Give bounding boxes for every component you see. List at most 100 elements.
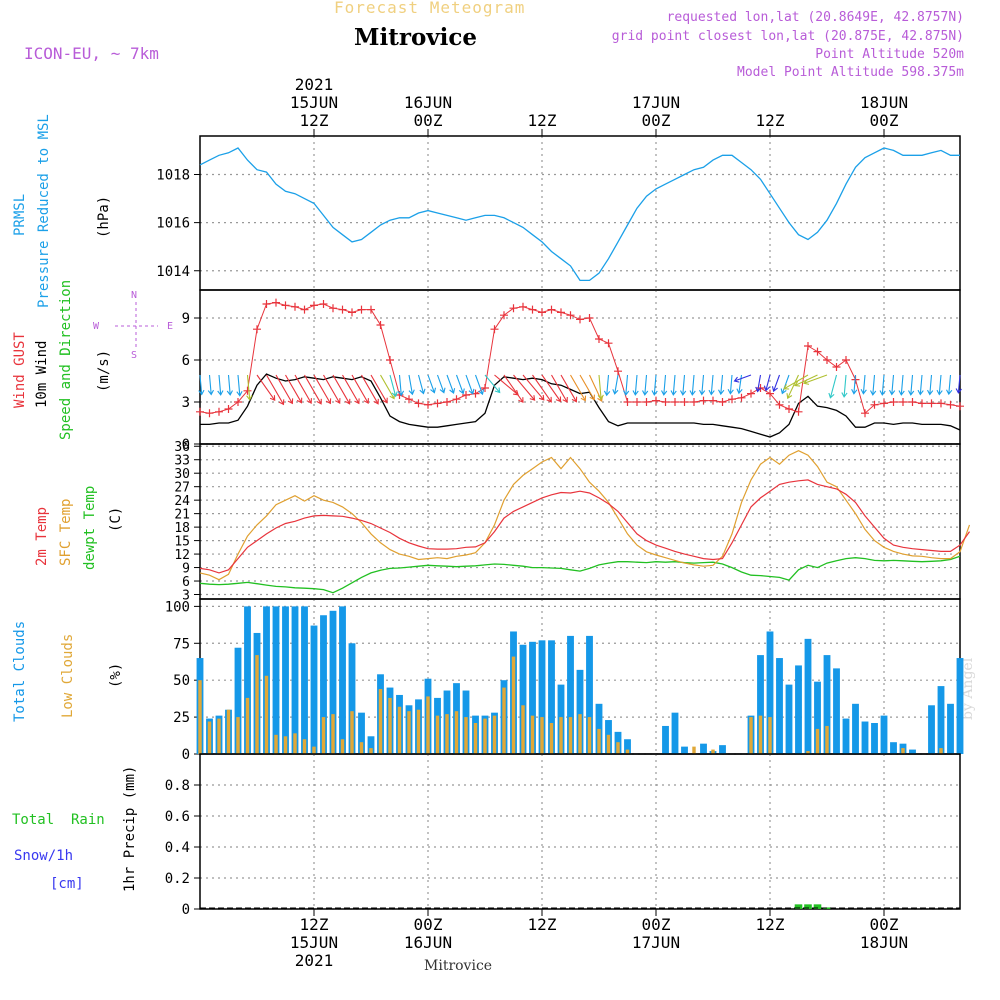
wind-10m-line [200, 373, 961, 438]
low-cloud-bar [350, 711, 354, 754]
y-tick-label: 12 [174, 548, 190, 563]
gust-point [253, 325, 261, 334]
gust-point [367, 305, 375, 314]
total-cloud-bar [823, 655, 831, 754]
wind-10m-label: 10m Wind [34, 341, 50, 408]
top-time-label: 00Z [870, 111, 899, 130]
gust-point [443, 398, 451, 406]
total-cloud-bar [833, 668, 840, 754]
bottom-time-label: 00Z [642, 915, 671, 934]
total-cloud-bar [282, 606, 289, 754]
gust-point [775, 400, 784, 409]
wind-direction-arrow [908, 374, 915, 396]
clouds-unit-label: (%) [108, 663, 124, 688]
wind-direction-arrow [503, 374, 524, 404]
gust-point [519, 302, 527, 311]
rain-bar [813, 904, 822, 909]
low-cloud-bar [511, 656, 516, 754]
wind-direction-arrow [828, 374, 838, 399]
wind-direction-arrow [661, 374, 668, 396]
y-tick-label: 30 [174, 467, 190, 482]
temp-dew-label: dewpt Temp [82, 486, 98, 570]
wind-direction-arrow [708, 374, 715, 396]
gridpoint-lonlat: grid point closest lon,lat (20.875E, 42.… [611, 29, 964, 44]
total-cloud-bar [719, 745, 726, 754]
gust-point [908, 398, 917, 406]
low-cloud-bar [568, 717, 573, 754]
total-cloud-bar [700, 743, 707, 754]
top-time-label: 12Z [756, 111, 785, 130]
gust-point [709, 396, 717, 405]
wind-direction-arrow [397, 374, 405, 397]
y-tick-label: 9 [182, 562, 190, 577]
wind-direction-arrow [551, 374, 568, 403]
rain-bar [794, 904, 803, 909]
gust-point [804, 342, 812, 350]
panel-frame [199, 443, 961, 600]
gust-point [234, 398, 242, 406]
low-cloud-bar [815, 728, 820, 754]
wind-direction-arrow [275, 374, 294, 405]
low-cloud-bar [435, 715, 440, 754]
bottom-time-label: 12Z [300, 915, 329, 934]
total-cloud-bar [301, 606, 308, 754]
total-cloud-bar [348, 643, 356, 754]
rain-bar [804, 904, 812, 909]
precip-snow-label: Snow/1h [14, 848, 73, 864]
low-cloud-bar [939, 748, 943, 754]
gust-point [699, 396, 708, 405]
gust-point [671, 398, 679, 406]
compass-e: E [167, 321, 173, 332]
total-cloud-bar [671, 712, 679, 754]
low-cloud-bar [207, 721, 212, 754]
low-cloud-bar [768, 717, 772, 754]
y-tick-label: 6 [182, 353, 190, 369]
wind-direction-arrow [198, 374, 205, 396]
gust-point [785, 405, 793, 413]
wind-direction-arrow [417, 374, 426, 395]
total-cloud-bar [842, 718, 850, 754]
wind-direction-arrow [342, 374, 360, 405]
total-cloud-bar [320, 615, 327, 754]
low-cloud-bar [236, 717, 240, 754]
low-cloud-bar [530, 715, 535, 754]
wind-direction-arrow [879, 374, 886, 396]
low-cloud-bar [606, 734, 611, 754]
wind-direction-arrow [946, 374, 953, 396]
low-cloud-bar [502, 687, 506, 754]
total-cloud-bar [956, 658, 964, 754]
wind-direction-arrow [313, 374, 332, 405]
y-tick-label: 18 [174, 521, 190, 536]
low-cloud-bar [255, 655, 259, 754]
gust-point [880, 399, 888, 408]
total-cloud-bar [852, 703, 859, 754]
wind-direction-arrow [389, 374, 398, 398]
low-cloud-bar [321, 717, 326, 754]
clouds-panel: Total Clouds Low Clouds (%) 0 25 50 75 100 [12, 598, 964, 763]
gust-point [604, 339, 613, 348]
wind-direction-arrow [427, 374, 437, 394]
gust-point [889, 398, 898, 406]
wind-direction-arrow [680, 374, 687, 396]
low-cloud-bar [625, 749, 630, 754]
y-tick-label: 0.2 [165, 871, 190, 887]
y-tick-label: 9 [182, 311, 190, 327]
low-cloud-bar [749, 717, 753, 754]
wind-direction-arrow [285, 374, 303, 404]
wind-direction-arrow [651, 374, 658, 396]
low-cloud-bar [217, 718, 221, 754]
wind-direction-arrow [294, 374, 312, 405]
gust-point [595, 335, 603, 343]
gust-point [728, 395, 736, 404]
low-cloud-bar [473, 723, 478, 754]
t2m-line [199, 479, 970, 574]
wind-direction-arrow [236, 374, 243, 397]
bottom-time-label: 2021 [295, 951, 334, 970]
low-cloud-bar [369, 748, 373, 754]
low-cloud-bar [283, 736, 288, 754]
temp-sfc-label: SFC Temp [58, 499, 74, 566]
low-cloud-bar [426, 696, 430, 754]
wind-direction-arrow [771, 374, 781, 393]
gust-point [623, 398, 632, 406]
pressure-desc-label: Pressure Reduced to MSL [36, 114, 52, 308]
